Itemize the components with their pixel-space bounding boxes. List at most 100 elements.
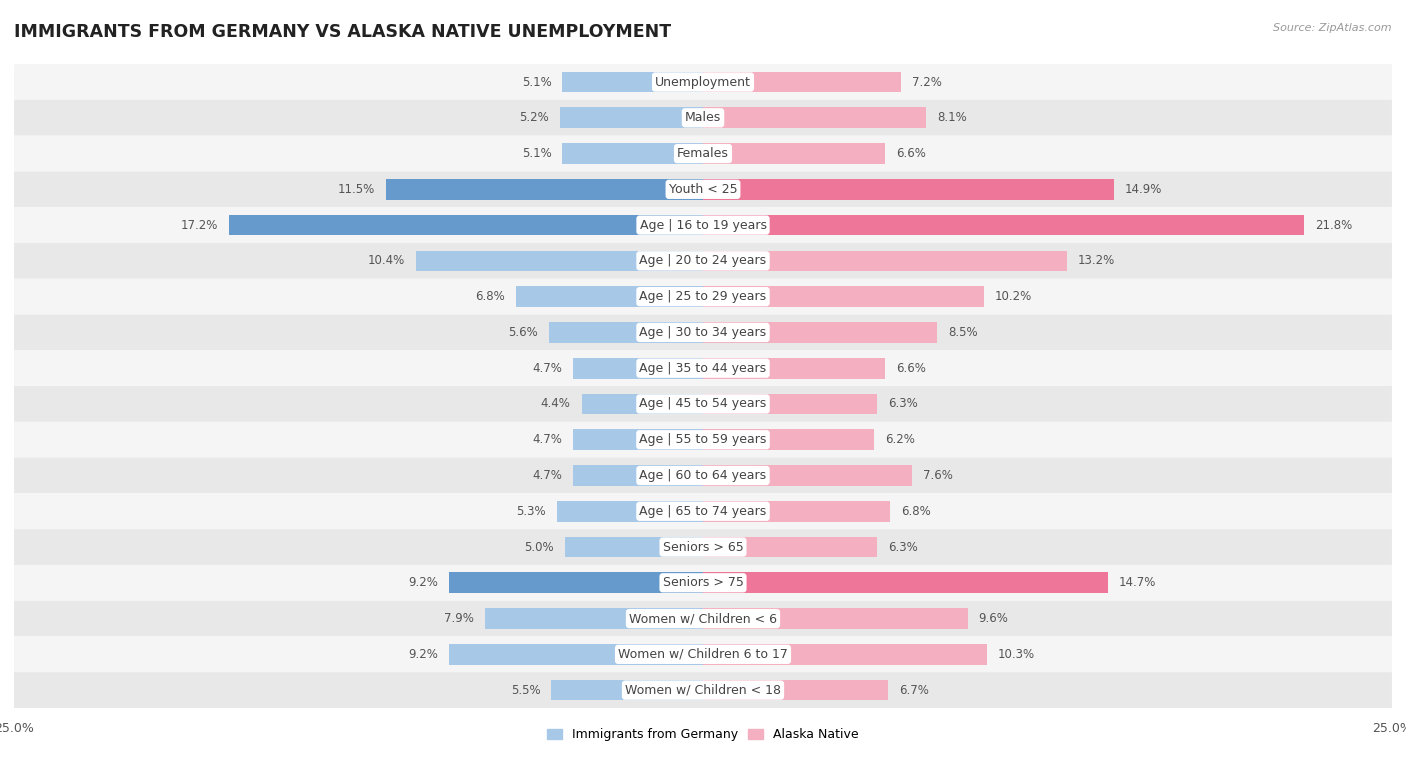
Text: 10.2%: 10.2%: [995, 290, 1032, 303]
FancyBboxPatch shape: [14, 422, 1392, 458]
Text: 6.8%: 6.8%: [901, 505, 931, 518]
Text: Age | 55 to 59 years: Age | 55 to 59 years: [640, 433, 766, 446]
Bar: [703, 179, 1114, 200]
Text: 6.2%: 6.2%: [884, 433, 915, 446]
Text: Females: Females: [678, 147, 728, 160]
FancyBboxPatch shape: [14, 386, 1392, 422]
Text: 5.5%: 5.5%: [510, 684, 540, 696]
FancyBboxPatch shape: [14, 136, 1392, 171]
Bar: [703, 107, 927, 128]
Text: 4.7%: 4.7%: [533, 433, 562, 446]
FancyBboxPatch shape: [14, 64, 1392, 100]
Bar: [574, 358, 703, 378]
Bar: [703, 465, 912, 486]
Text: 9.2%: 9.2%: [409, 576, 439, 589]
Text: Women w/ Children 6 to 17: Women w/ Children 6 to 17: [619, 648, 787, 661]
Bar: [229, 215, 703, 235]
Text: 4.7%: 4.7%: [533, 362, 562, 375]
Bar: [703, 680, 887, 700]
Bar: [703, 501, 890, 522]
Bar: [703, 215, 1303, 235]
Text: Age | 16 to 19 years: Age | 16 to 19 years: [640, 219, 766, 232]
Bar: [703, 286, 984, 307]
FancyBboxPatch shape: [14, 565, 1392, 601]
FancyBboxPatch shape: [14, 243, 1392, 279]
Text: 5.1%: 5.1%: [522, 147, 551, 160]
Text: Seniors > 75: Seniors > 75: [662, 576, 744, 589]
Text: 11.5%: 11.5%: [337, 183, 375, 196]
Text: 8.1%: 8.1%: [938, 111, 967, 124]
Bar: [703, 608, 967, 629]
Bar: [703, 322, 938, 343]
Text: 7.2%: 7.2%: [912, 76, 942, 89]
FancyBboxPatch shape: [14, 350, 1392, 386]
Bar: [703, 143, 884, 164]
Text: 7.6%: 7.6%: [924, 469, 953, 482]
Bar: [557, 501, 703, 522]
Text: 6.6%: 6.6%: [896, 362, 925, 375]
Text: Age | 20 to 24 years: Age | 20 to 24 years: [640, 254, 766, 267]
Bar: [582, 394, 703, 414]
Text: 13.2%: 13.2%: [1078, 254, 1115, 267]
Text: 4.4%: 4.4%: [541, 397, 571, 410]
Text: 5.2%: 5.2%: [519, 111, 548, 124]
Bar: [548, 322, 703, 343]
Text: 6.8%: 6.8%: [475, 290, 505, 303]
Bar: [562, 72, 703, 92]
FancyBboxPatch shape: [14, 529, 1392, 565]
Text: 17.2%: 17.2%: [180, 219, 218, 232]
Bar: [551, 680, 703, 700]
FancyBboxPatch shape: [14, 171, 1392, 207]
Text: Seniors > 65: Seniors > 65: [662, 540, 744, 553]
FancyBboxPatch shape: [14, 601, 1392, 637]
Text: 5.1%: 5.1%: [522, 76, 551, 89]
FancyBboxPatch shape: [14, 314, 1392, 350]
FancyBboxPatch shape: [14, 279, 1392, 314]
Bar: [562, 143, 703, 164]
Text: Youth < 25: Youth < 25: [669, 183, 737, 196]
Bar: [387, 179, 703, 200]
Bar: [703, 572, 1108, 593]
Text: 6.7%: 6.7%: [898, 684, 928, 696]
Text: 14.9%: 14.9%: [1125, 183, 1161, 196]
Text: 9.2%: 9.2%: [409, 648, 439, 661]
Bar: [560, 107, 703, 128]
FancyBboxPatch shape: [14, 100, 1392, 136]
FancyBboxPatch shape: [14, 207, 1392, 243]
Text: Age | 45 to 54 years: Age | 45 to 54 years: [640, 397, 766, 410]
FancyBboxPatch shape: [14, 637, 1392, 672]
Text: Source: ZipAtlas.com: Source: ZipAtlas.com: [1274, 23, 1392, 33]
Bar: [565, 537, 703, 557]
Text: 5.0%: 5.0%: [524, 540, 554, 553]
Text: 6.3%: 6.3%: [887, 540, 917, 553]
Bar: [703, 358, 884, 378]
Bar: [450, 572, 703, 593]
Text: 4.7%: 4.7%: [533, 469, 562, 482]
Text: 6.3%: 6.3%: [887, 397, 917, 410]
Text: Women w/ Children < 6: Women w/ Children < 6: [628, 612, 778, 625]
Bar: [703, 251, 1067, 271]
FancyBboxPatch shape: [14, 672, 1392, 708]
Text: Age | 60 to 64 years: Age | 60 to 64 years: [640, 469, 766, 482]
Text: 7.9%: 7.9%: [444, 612, 474, 625]
Text: 14.7%: 14.7%: [1119, 576, 1157, 589]
Text: Women w/ Children < 18: Women w/ Children < 18: [626, 684, 780, 696]
Text: 10.3%: 10.3%: [998, 648, 1035, 661]
Bar: [574, 465, 703, 486]
Bar: [703, 429, 875, 450]
Text: 6.6%: 6.6%: [896, 147, 925, 160]
Text: Age | 30 to 34 years: Age | 30 to 34 years: [640, 326, 766, 339]
Bar: [416, 251, 703, 271]
Text: 9.6%: 9.6%: [979, 612, 1008, 625]
Text: IMMIGRANTS FROM GERMANY VS ALASKA NATIVE UNEMPLOYMENT: IMMIGRANTS FROM GERMANY VS ALASKA NATIVE…: [14, 23, 671, 41]
Text: Unemployment: Unemployment: [655, 76, 751, 89]
Bar: [574, 429, 703, 450]
Text: 8.5%: 8.5%: [948, 326, 979, 339]
Text: 5.6%: 5.6%: [508, 326, 537, 339]
Text: 10.4%: 10.4%: [368, 254, 405, 267]
Text: Age | 65 to 74 years: Age | 65 to 74 years: [640, 505, 766, 518]
Text: Age | 25 to 29 years: Age | 25 to 29 years: [640, 290, 766, 303]
Bar: [485, 608, 703, 629]
Bar: [703, 72, 901, 92]
Text: Age | 35 to 44 years: Age | 35 to 44 years: [640, 362, 766, 375]
